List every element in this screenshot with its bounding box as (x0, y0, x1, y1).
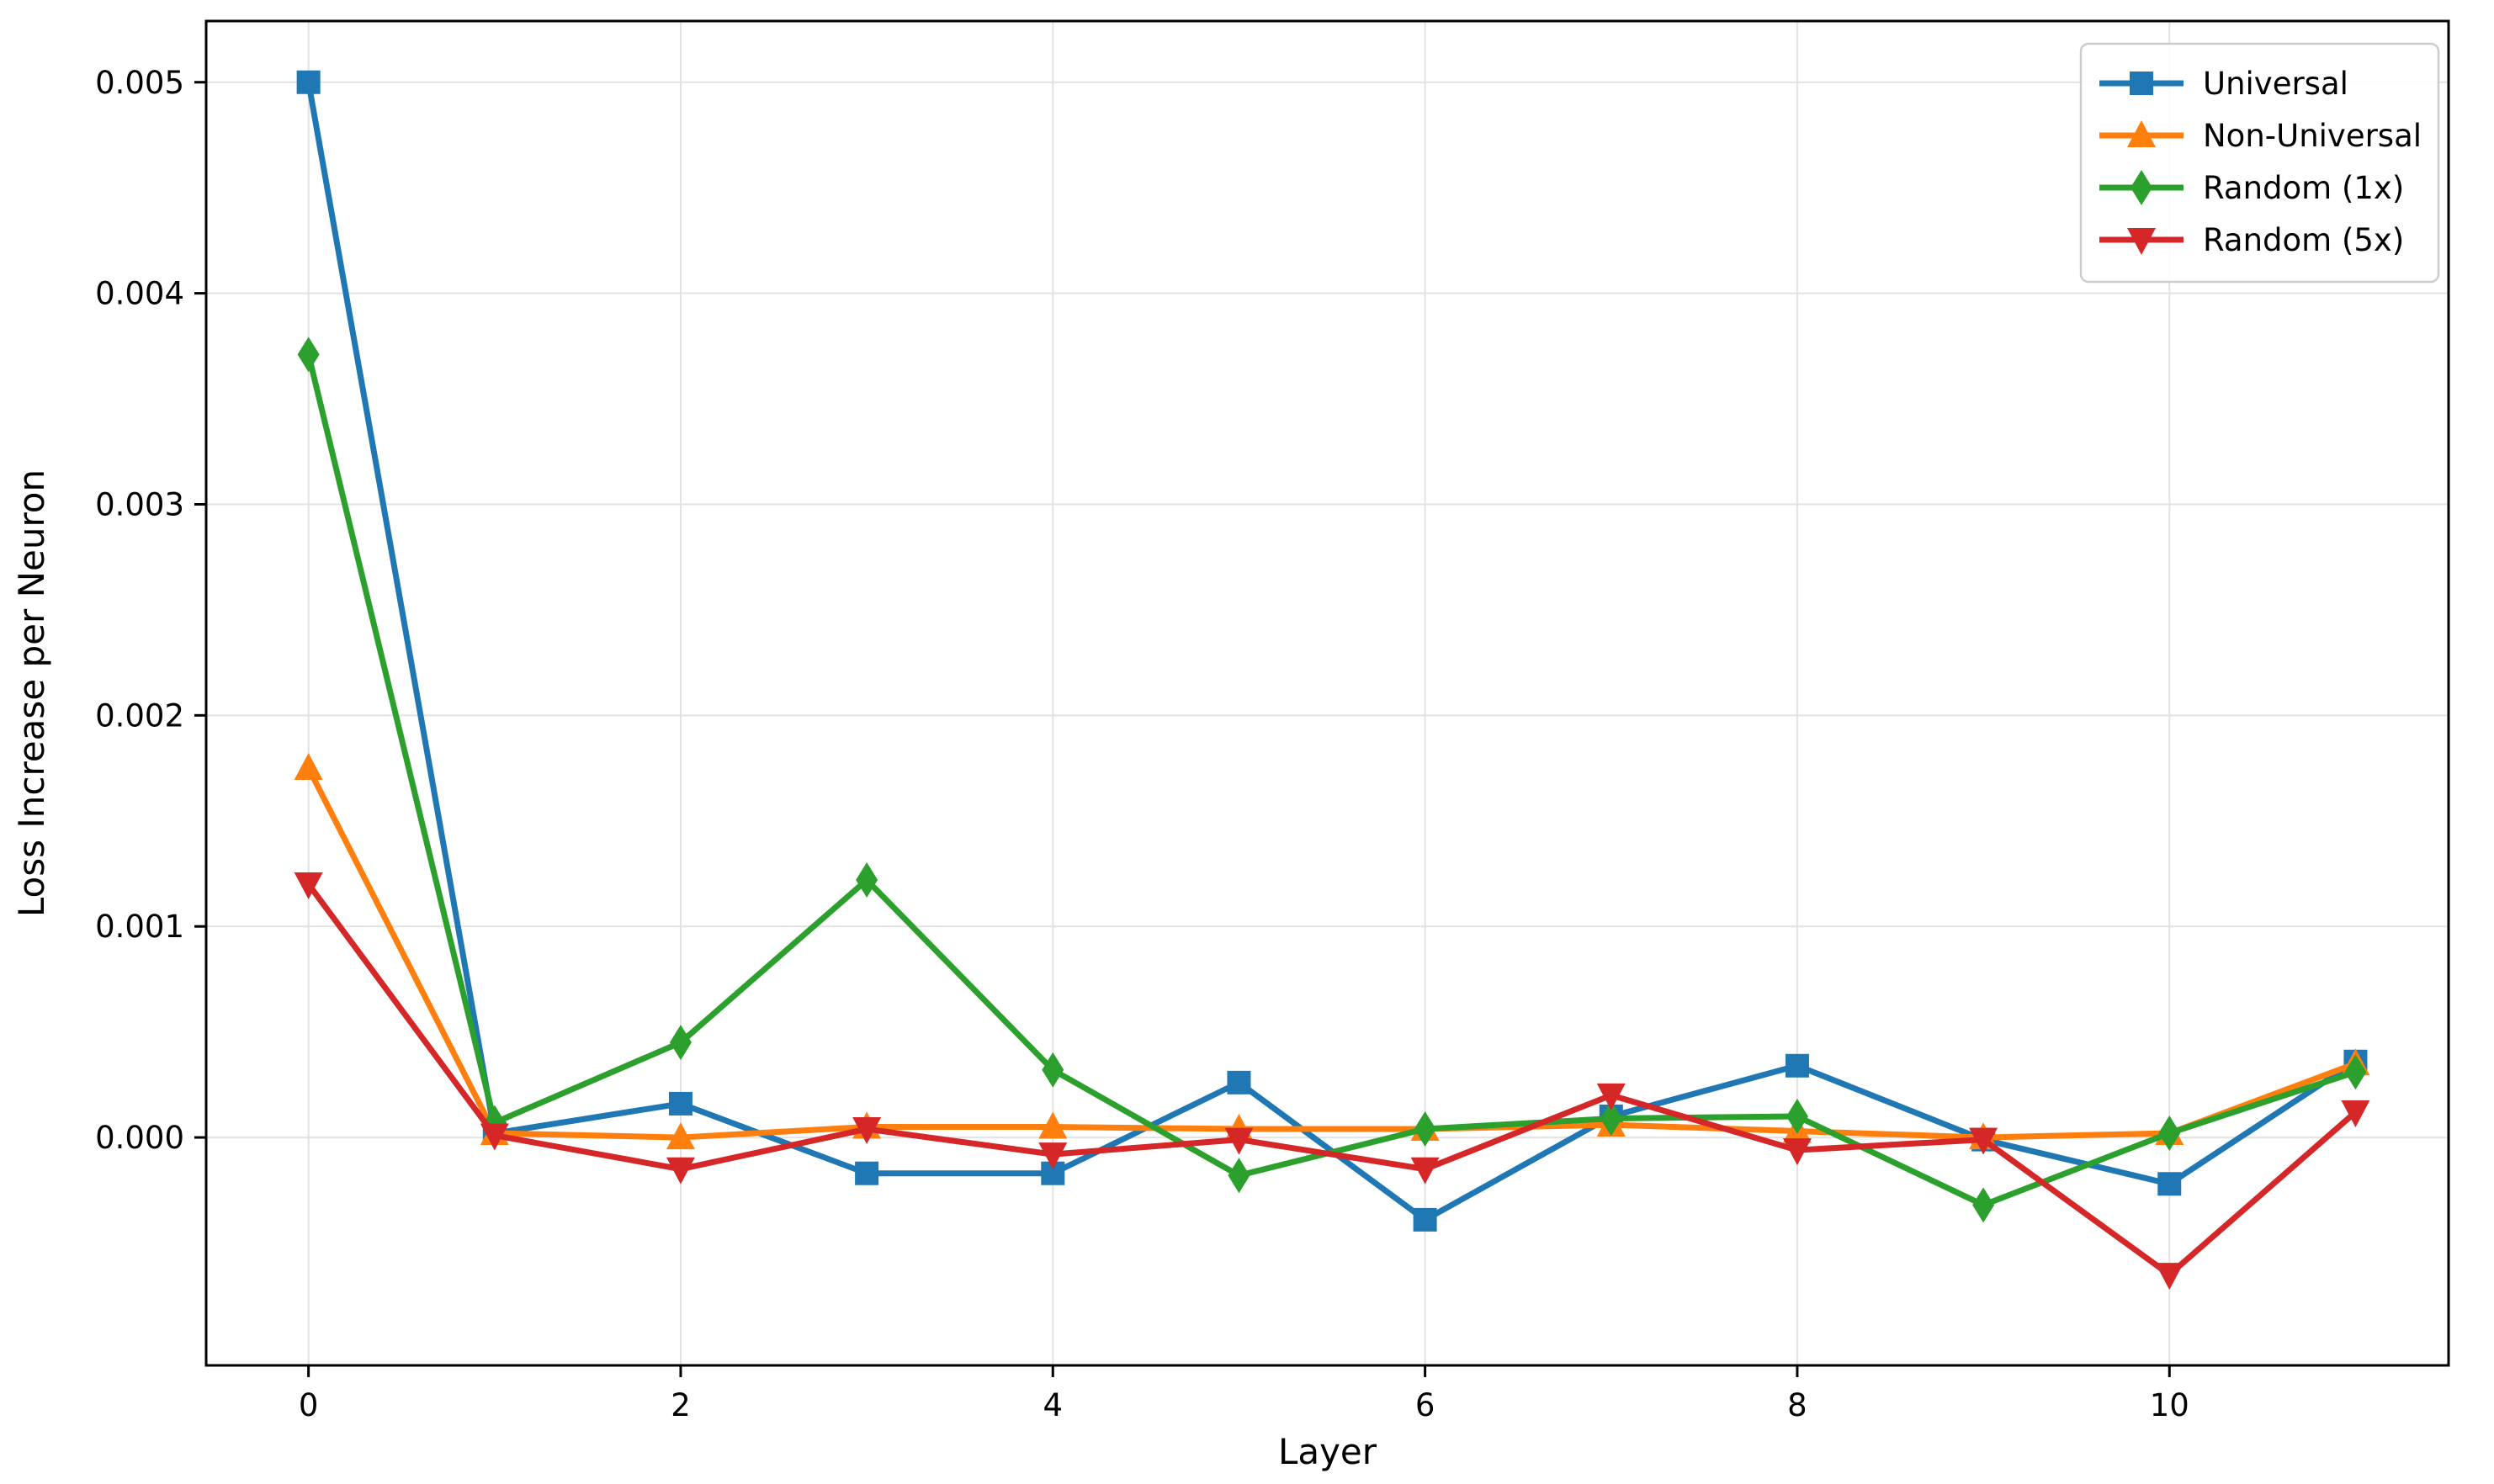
legend-marker-triangle-up (2127, 120, 2156, 147)
legend-label: Random (1x) (2203, 170, 2404, 206)
y-tick-label: 0.001 (95, 909, 184, 945)
legend-entry: Random (5x) (2099, 222, 2404, 258)
y-tick-label: 0.004 (95, 276, 184, 312)
x-tick-label: 6 (1415, 1387, 1435, 1423)
x-tick-label: 4 (1043, 1387, 1064, 1423)
y-tick-label: 0.002 (95, 697, 184, 734)
x-axis-label: Layer (1278, 1431, 1377, 1472)
y-axis-label: Loss Increase per Neuron (11, 469, 52, 917)
legend-label: Random (5x) (2203, 222, 2404, 258)
legend-label: Universal (2203, 66, 2348, 102)
legend-box (2079, 42, 2440, 284)
plot-border (204, 19, 2450, 1367)
y-axis: 0.000 0.001 0.002 0.003 0.004 0.005 (95, 65, 206, 1156)
markers-diamond (297, 337, 2367, 1223)
legend-marker-diamond (2131, 170, 2152, 205)
legend-marker-triangle-down (2127, 228, 2156, 255)
legend-entry: Random (1x) (2099, 170, 2404, 206)
x-tick-label: 10 (2150, 1387, 2189, 1423)
x-axis: 0 2 4 6 8 10 (299, 1365, 2189, 1423)
x-tick-label: 8 (1787, 1387, 1807, 1423)
y-tick-label: 0.003 (95, 486, 184, 522)
markers-triangle-down (294, 872, 2370, 1291)
series-random-5x- (294, 872, 2370, 1291)
legend: Universal Non-Universal Random (1x) Random … (2079, 42, 2440, 284)
y-tick-label: 0.005 (95, 65, 184, 101)
x-tick-label: 0 (299, 1387, 319, 1423)
legend-entry: Universal (2099, 66, 2348, 102)
x-tick-label: 2 (671, 1387, 691, 1423)
y-tick-label: 0.000 (95, 1120, 184, 1156)
legend-entry: Non-Universal (2099, 118, 2422, 154)
legend-label: Non-Universal (2203, 118, 2422, 154)
legend-marker-square (2130, 72, 2153, 95)
